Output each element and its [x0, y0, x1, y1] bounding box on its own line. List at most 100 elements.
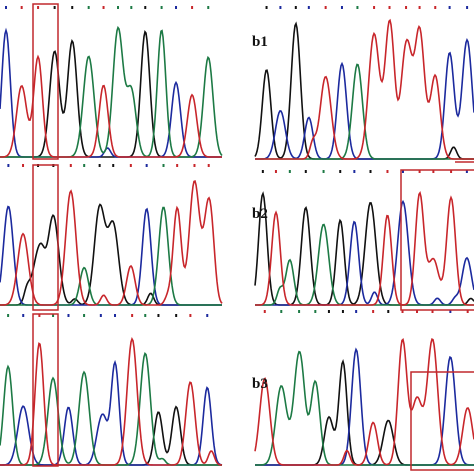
base-call	[20, 6, 23, 9]
base-call	[261, 170, 264, 173]
base-call	[5, 6, 8, 9]
base-call	[265, 6, 268, 9]
base-call	[298, 310, 301, 313]
base-call	[193, 164, 196, 167]
base-call	[130, 6, 133, 9]
trace	[0, 25, 223, 158]
base-call	[304, 170, 307, 173]
base-call	[67, 314, 70, 317]
base-call	[37, 6, 40, 9]
trace	[0, 180, 223, 306]
highlight-box	[32, 3, 59, 160]
base-call	[279, 6, 282, 9]
base-call	[160, 6, 163, 9]
base-call	[274, 170, 277, 173]
base-call	[327, 310, 330, 313]
base-call	[386, 170, 389, 173]
base-call	[22, 164, 25, 167]
base-call	[341, 310, 344, 313]
highlight-box	[400, 169, 474, 311]
base-call	[405, 6, 408, 9]
base-call	[71, 6, 74, 9]
base-call	[175, 314, 178, 317]
base-call	[466, 310, 469, 313]
trace	[254, 337, 474, 466]
base-call	[307, 6, 310, 9]
base-call	[112, 164, 115, 167]
trace	[0, 54, 222, 158]
base-call	[207, 6, 210, 9]
base-call	[162, 164, 165, 167]
base-call	[87, 6, 90, 9]
base-call	[450, 170, 453, 173]
base-call	[176, 164, 179, 167]
base-call	[353, 170, 356, 173]
base-call	[206, 314, 209, 317]
panel-label: b1	[252, 34, 268, 50]
base-call	[369, 170, 372, 173]
base-call	[401, 310, 404, 313]
base-call	[38, 314, 41, 317]
base-call	[466, 6, 469, 9]
base-call	[83, 164, 86, 167]
base-call	[131, 314, 134, 317]
base-call	[144, 314, 147, 317]
base-call	[117, 6, 120, 9]
highlight-box	[32, 164, 59, 311]
base-call	[7, 164, 10, 167]
base-call	[22, 314, 25, 317]
base-call	[114, 314, 117, 317]
highlight-box	[410, 371, 474, 471]
base-call	[52, 314, 55, 317]
base-call	[373, 6, 376, 9]
base-call	[207, 164, 210, 167]
base-call	[432, 170, 435, 173]
base-call	[431, 310, 434, 313]
trace	[0, 337, 223, 466]
base-call	[191, 6, 194, 9]
base-call	[102, 6, 105, 9]
base-call	[434, 6, 437, 9]
base-call	[314, 310, 317, 313]
trace	[255, 37, 474, 160]
base-call	[355, 310, 358, 313]
base-call	[175, 6, 178, 9]
base-call	[324, 6, 327, 9]
highlight-box	[32, 313, 59, 467]
base-call	[145, 164, 148, 167]
base-call	[418, 170, 421, 173]
base-call	[288, 170, 291, 173]
base-call	[340, 6, 343, 9]
base-call	[144, 6, 147, 9]
base-call	[53, 6, 56, 9]
base-call	[388, 6, 391, 9]
base-call	[416, 310, 419, 313]
base-call	[7, 314, 10, 317]
base-call	[372, 310, 375, 313]
base-call	[99, 314, 102, 317]
base-call	[83, 314, 86, 317]
base-call	[339, 170, 342, 173]
base-call	[322, 170, 325, 173]
base-call	[129, 164, 132, 167]
base-call	[294, 6, 297, 9]
base-call	[448, 6, 451, 9]
panel-label: b2	[252, 206, 268, 222]
base-call	[280, 310, 283, 313]
trace	[255, 191, 474, 306]
base-call	[263, 310, 266, 313]
trace	[255, 18, 474, 160]
base-call	[465, 170, 468, 173]
base-call	[387, 310, 390, 313]
base-call	[98, 164, 101, 167]
panel-label: b3	[252, 376, 268, 392]
base-call	[157, 314, 160, 317]
trace	[255, 350, 474, 466]
base-call	[418, 6, 421, 9]
base-call	[189, 314, 192, 317]
base-call	[449, 310, 452, 313]
base-call	[401, 170, 404, 173]
base-call	[69, 164, 72, 167]
